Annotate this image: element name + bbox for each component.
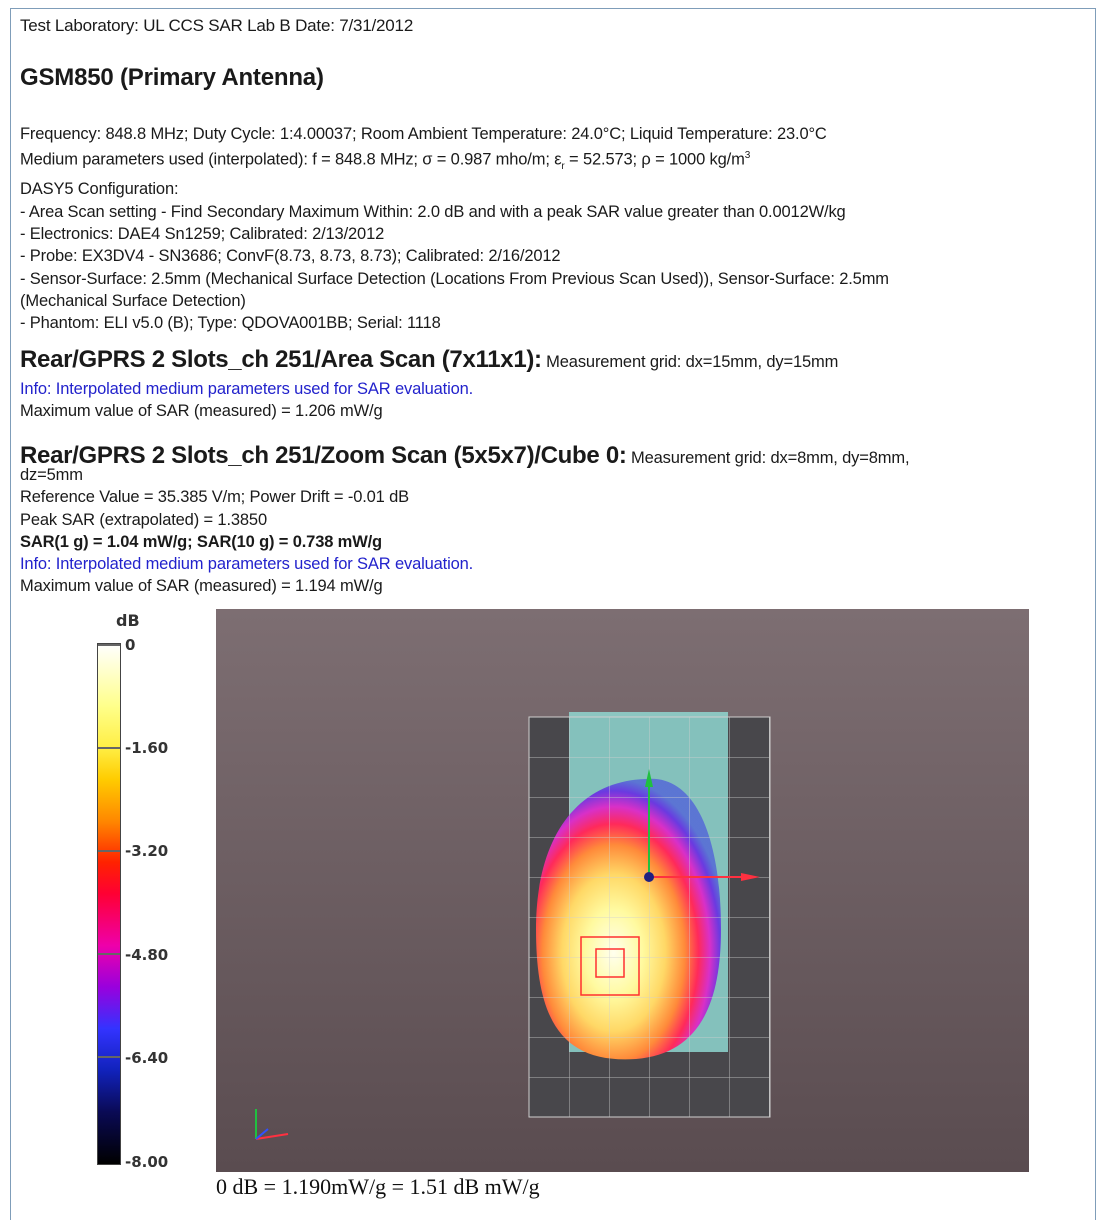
config-line-probe: - Probe: EX3DV4 - SN3686; ConvF(8.73, 8.… <box>20 247 561 266</box>
config-block: Frequency: 848.8 MHz; Duty Cycle: 1:4.00… <box>20 123 1080 334</box>
zoom-scan-grid-dz: dz=5mm <box>20 466 83 484</box>
config-line-electronics: - Electronics: DAE4 Sn1259; Calibrated: … <box>20 224 385 243</box>
axis-x-arrowhead <box>741 873 760 881</box>
config-line-frequency: Frequency: 848.8 MHz; Duty Cycle: 1:4.00… <box>20 125 827 143</box>
page-title: GSM850 (Primary Antenna) <box>20 64 324 91</box>
zoom-scan-block: Rear/GPRS 2 Slots_ch 251/Zoom Scan (5x5x… <box>20 440 1080 598</box>
axis-y-arrowhead <box>645 769 653 787</box>
area-scan-grid: Measurement grid: dx=15mm, dy=15mm <box>541 353 839 371</box>
sar-distribution-plot <box>216 609 1029 1172</box>
colorbar-label: -1.60 <box>125 739 169 757</box>
colorbar-tick <box>98 747 120 749</box>
config-line-sensor-cont: (Mechanical Surface Detection) <box>20 291 246 310</box>
zoom-scan-grid: Measurement grid: dx=8mm, dy=8mm, <box>626 449 910 467</box>
config-line-medium: Medium parameters used (interpolated): f… <box>20 150 751 173</box>
grid-border <box>528 716 771 1118</box>
zoom-scan-peak: Peak SAR (extrapolated) = 1.3850 <box>20 510 267 529</box>
origin-marker <box>644 872 654 882</box>
colorbar-tick <box>98 850 120 852</box>
config-line-sensor: - Sensor-Surface: 2.5mm (Mechanical Surf… <box>20 269 889 288</box>
colorbar-tick <box>98 644 120 646</box>
colorbar: dB 0 -1.60 -3.20 -4.80 -6.40 -8.00 <box>92 610 212 1180</box>
colorbar-label: -6.40 <box>125 1049 169 1067</box>
colorbar-gradient <box>97 643 121 1165</box>
mini-axis-z <box>255 1128 269 1140</box>
zoom-scan-title: Rear/GPRS 2 Slots_ch 251/Zoom Scan (5x5x… <box>20 442 627 469</box>
config-line-area-setting: - Area Scan setting - Find Secondary Max… <box>20 202 846 221</box>
lab-line: Test Laboratory: UL CCS SAR Lab B Date: … <box>20 16 414 35</box>
zoom-cube-outer <box>580 936 640 996</box>
document-frame <box>10 8 1096 1220</box>
plot-caption: 0 dB = 1.190mW/g = 1.51 dB mW/g <box>216 1174 540 1199</box>
area-scan-block: Rear/GPRS 2 Slots_ch 251/Area Scan (7x11… <box>20 344 1080 423</box>
area-scan-max: Maximum value of SAR (measured) = 1.206 … <box>20 402 383 421</box>
config-line-dasy: DASY5 Configuration: <box>20 180 179 199</box>
colorbar-label: -3.20 <box>125 842 169 860</box>
zoom-scan-ref: Reference Value = 35.385 V/m; Power Drif… <box>20 488 410 507</box>
area-scan-info: Info: Interpolated medium parameters use… <box>20 380 474 398</box>
zoom-scan-info: Info: Interpolated medium parameters use… <box>20 555 474 574</box>
mini-axis-x <box>255 1133 289 1140</box>
colorbar-label: -4.80 <box>125 946 169 964</box>
zoom-scan-sar: SAR(1 g) = 1.04 mW/g; SAR(10 g) = 0.738 … <box>20 532 382 551</box>
zoom-cube-inner <box>595 948 625 978</box>
colorbar-label: 0 <box>125 636 136 654</box>
config-line-phantom: - Phantom: ELI v5.0 (B); Type: QDOVA001B… <box>20 314 441 333</box>
colorbar-label: -8.00 <box>125 1153 169 1171</box>
colorbar-unit: dB <box>116 611 140 630</box>
colorbar-tick <box>98 1056 120 1058</box>
area-scan-title: Rear/GPRS 2 Slots_ch 251/Area Scan (7x11… <box>20 346 542 373</box>
colorbar-tick <box>98 953 120 955</box>
zoom-scan-max: Maximum value of SAR (measured) = 1.194 … <box>20 577 383 596</box>
